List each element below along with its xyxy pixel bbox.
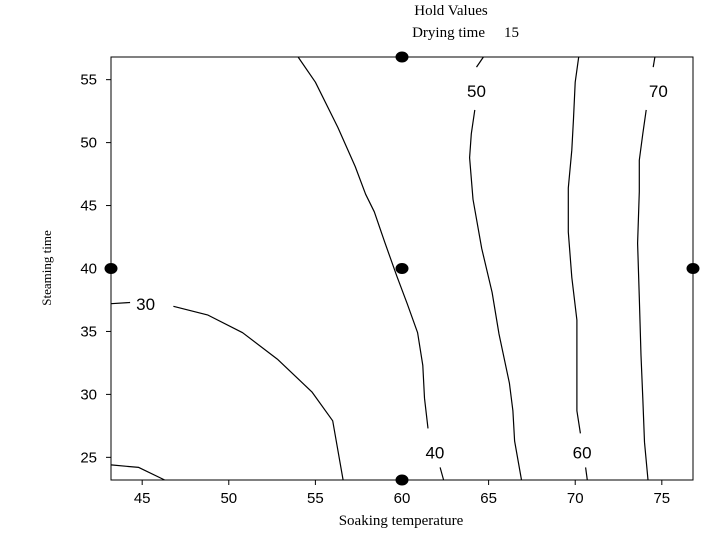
- contour-line-50: [469, 109, 523, 481]
- contour-label-60: 60: [573, 443, 592, 462]
- hold-variable-name: Drying time: [412, 25, 485, 41]
- x-tick-label: 65: [480, 490, 497, 507]
- contour-line-70: [636, 109, 649, 481]
- contour-line-60: [567, 56, 581, 434]
- x-tick-label: 70: [567, 490, 584, 507]
- contour-line-50: [476, 56, 484, 68]
- y-tick-label: 40: [80, 261, 97, 278]
- contour-line-30: [110, 464, 165, 481]
- y-tick-label: 55: [80, 72, 97, 89]
- x-tick-label: 60: [394, 490, 411, 507]
- y-axis-label: Steaming time: [39, 230, 54, 306]
- x-tick-label: 75: [653, 490, 670, 507]
- contour-line-30: [173, 305, 344, 481]
- plot-area: 30 40 50 60 70: [104, 51, 700, 486]
- hold-values-header: Hold Values Drying time 15: [412, 3, 519, 41]
- y-tick-label: 25: [80, 449, 97, 466]
- y-tick-label: 45: [80, 198, 97, 215]
- contour-label-50: 50: [467, 82, 486, 101]
- design-point: [395, 51, 409, 63]
- contour-label-70: 70: [649, 82, 668, 101]
- contour-line-40: [439, 467, 445, 481]
- design-point: [686, 263, 700, 274]
- contour-line-30: [110, 301, 131, 305]
- hold-variable-value: 15: [504, 25, 519, 41]
- x-tick-label: 45: [134, 490, 151, 507]
- design-point: [395, 263, 409, 274]
- x-tick-label: 50: [220, 490, 237, 507]
- y-tick-label: 35: [80, 323, 97, 340]
- contour-labels: 30 40 50 60 70: [136, 82, 668, 462]
- hold-values-title: Hold Values: [414, 3, 488, 19]
- contour-line-70: [652, 56, 656, 68]
- x-axis-label: Soaking temperature: [339, 513, 464, 529]
- y-tick-label: 50: [80, 135, 97, 152]
- contour-lines: [110, 56, 656, 481]
- x-axis: 45 50 55 60 65 70 75: [134, 480, 670, 507]
- y-tick-label: 30: [80, 386, 97, 403]
- contour-line-40: [297, 56, 429, 429]
- contour-label-30: 30: [136, 295, 155, 314]
- contour-line-60: [585, 467, 588, 481]
- y-axis: 25 30 35 40 45 50 55: [80, 72, 111, 466]
- x-tick-label: 55: [307, 490, 324, 507]
- contour-label-40: 40: [425, 443, 444, 462]
- design-points: [104, 51, 700, 486]
